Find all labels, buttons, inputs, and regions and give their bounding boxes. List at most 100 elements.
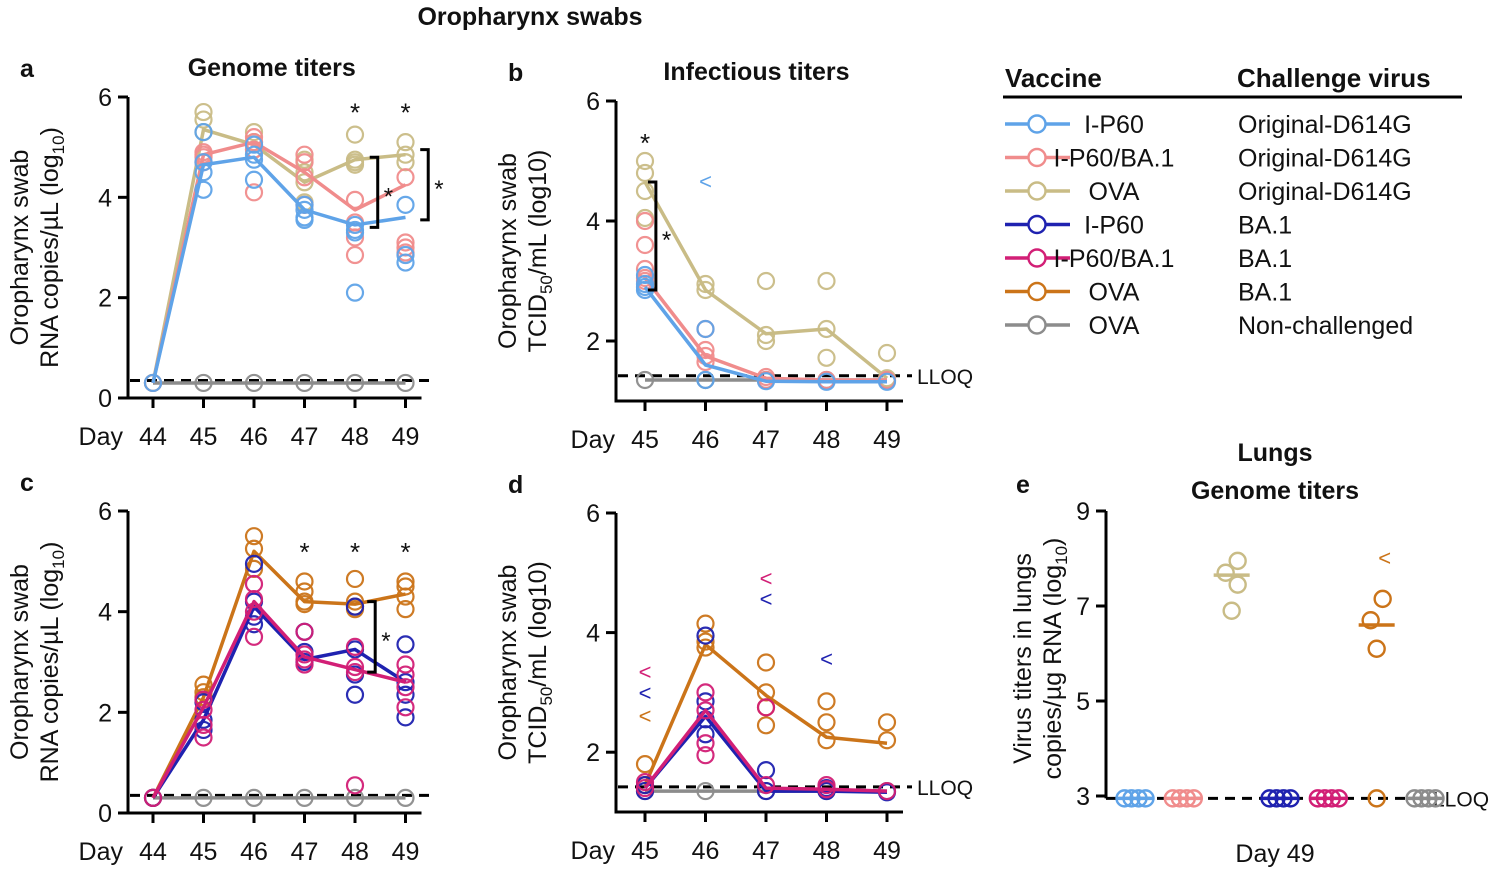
data-point — [396, 133, 415, 152]
figure-title: Oropharynx swabs — [417, 3, 642, 31]
panel-c: c Oropharynx swab RNA copies/µL (log10) 0 2 4… — [6, 469, 431, 866]
legend-header-challenge: Challenge virus — [1237, 63, 1431, 93]
data-point — [817, 713, 836, 732]
data-point — [396, 195, 415, 214]
data-point — [396, 145, 415, 164]
x-tick-label: 45 — [190, 423, 218, 451]
data-point — [244, 183, 264, 202]
y-tick-label: 3 — [1076, 783, 1090, 811]
data-point — [756, 698, 776, 717]
y-tick-label: 6 — [586, 500, 600, 528]
x-axis-title: Day — [571, 426, 616, 454]
series-line-ova_BA1 — [151, 549, 406, 799]
data-point — [295, 650, 314, 669]
y-tick-label: 2 — [98, 699, 112, 727]
series-line-ova_D614G — [151, 127, 406, 384]
y-axis-label-line2: RNA copies/µL (log10) — [36, 127, 68, 368]
panel-label: b — [508, 59, 523, 87]
data-point — [396, 788, 415, 808]
y-tick-label: 6 — [98, 498, 112, 526]
data-point — [295, 582, 314, 601]
legend-swatch-marker — [1027, 114, 1047, 134]
y-axis-label-end: ) — [36, 542, 64, 550]
data-point — [194, 788, 213, 808]
data-point — [295, 168, 314, 187]
y-tick-label: 4 — [98, 599, 112, 627]
data-point — [244, 123, 264, 142]
x-tick-label: 46 — [692, 426, 720, 454]
panel-subtitle: Genome titers — [1191, 477, 1359, 505]
legend-challenge-label: BA.1 — [1238, 212, 1292, 240]
data-point — [696, 370, 715, 390]
series-line-iP60_BA1 — [151, 604, 407, 799]
data-point — [817, 780, 836, 799]
censored-marker: < — [760, 587, 773, 612]
data-point — [635, 370, 655, 390]
legend-vaccine-label: OVA — [1089, 279, 1140, 307]
significance-star: * — [350, 98, 360, 128]
data-point — [194, 373, 213, 393]
y-tick-label: 5 — [1076, 688, 1090, 716]
y-axis-label-line1: Virus titers in lungs — [1009, 553, 1037, 764]
data-point — [756, 716, 776, 735]
significance-star: * — [400, 537, 410, 567]
bracket-star: * — [434, 176, 443, 203]
legend-challenge-label: Original-D614G — [1238, 145, 1412, 173]
legend-vaccine-label: OVA — [1089, 312, 1140, 340]
data-point — [1361, 611, 1380, 630]
y-axis-label-end: /mL (log10) — [524, 561, 552, 687]
x-tick-label: 47 — [291, 423, 319, 451]
y-axis-label-line2: RNA copies/µL (log10) — [36, 542, 68, 783]
panel-title: Lungs — [1238, 439, 1313, 467]
data-point — [396, 685, 415, 704]
data-point — [696, 701, 715, 720]
data-point — [756, 781, 776, 801]
x-tick-label: 45 — [631, 837, 659, 865]
y-axis-label-subscript: 50 — [537, 687, 556, 706]
data-point — [194, 720, 213, 740]
data-point — [244, 574, 264, 594]
data-point — [396, 678, 415, 697]
data-point — [194, 110, 213, 129]
x-tick-label: 46 — [692, 837, 720, 865]
data-point — [1367, 639, 1386, 658]
censored-marker: < — [1378, 546, 1391, 571]
data-point — [295, 645, 314, 664]
panel-a: a Genome titers Oropharynx swab RNA copies/… — [6, 54, 444, 451]
data-point — [696, 638, 715, 657]
lloq-label: LLOQ — [917, 366, 973, 389]
legend-challenge-label: BA.1 — [1238, 245, 1292, 273]
x-tick-label: 49 — [392, 838, 420, 866]
legend-swatch-marker — [1027, 147, 1047, 168]
x-tick-label: 44 — [139, 423, 167, 451]
data-point — [194, 102, 213, 122]
data-point — [194, 123, 213, 142]
data-point — [244, 128, 264, 147]
data-point — [696, 614, 715, 633]
data-point — [396, 708, 415, 727]
data-point — [194, 180, 213, 199]
y-tick-label: 9 — [1076, 498, 1090, 526]
data-point — [1222, 601, 1241, 620]
series-line-iP60BA1_D614G — [643, 276, 887, 382]
data-point — [345, 776, 365, 795]
data-point — [877, 343, 897, 363]
data-point — [396, 665, 415, 684]
bracket-star: * — [662, 227, 671, 254]
data-point — [345, 662, 365, 682]
data-point — [345, 569, 365, 589]
legend-challenge-label: BA.1 — [1238, 279, 1292, 307]
significance-bracket — [420, 148, 430, 222]
panel-label: c — [20, 469, 34, 497]
legend-vaccine-label: I-P60/BA.1 — [1054, 245, 1175, 273]
y-tick-label: 0 — [98, 800, 112, 828]
x-tick-label: 45 — [190, 838, 218, 866]
y-tick-label: 6 — [98, 84, 112, 112]
data-point — [143, 373, 163, 393]
legend-swatch-marker — [1027, 281, 1047, 302]
x-tick-label: 44 — [139, 838, 167, 866]
data-point — [345, 657, 365, 677]
y-tick-label: 4 — [98, 184, 112, 212]
x-tick-label: 46 — [240, 423, 268, 451]
